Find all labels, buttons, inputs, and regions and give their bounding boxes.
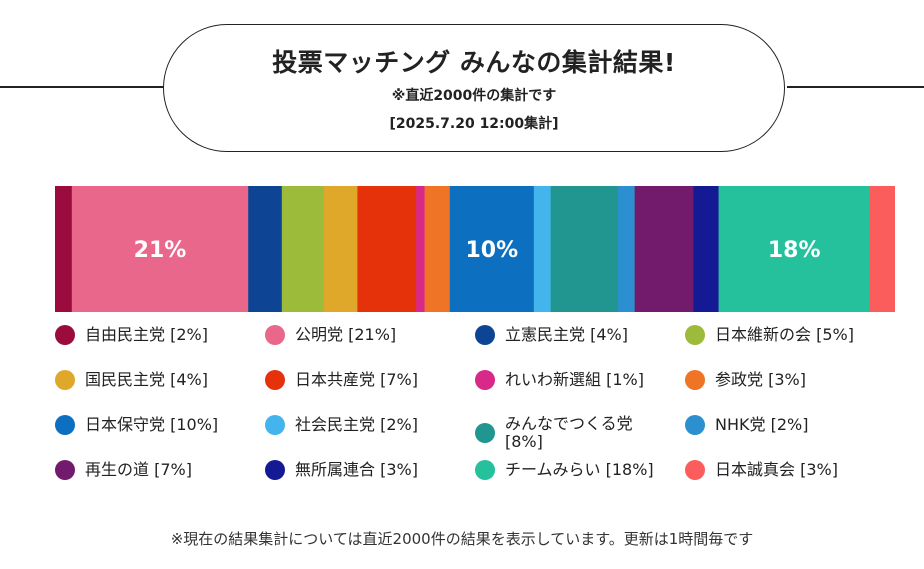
legend-color-dot-icon <box>265 415 285 435</box>
bar-segment-6 <box>357 186 417 312</box>
legend-color-dot-icon <box>685 460 705 480</box>
legend-item: れいわ新選組 [1%] <box>475 370 644 390</box>
bar-segment-11 <box>550 186 619 312</box>
bar-data-label: 21% <box>134 238 187 263</box>
legend-label: みんなでつくる党 [8%] <box>505 414 633 451</box>
bar-segment-16 <box>869 186 895 312</box>
legend-label: NHK党 [2%] <box>715 415 809 434</box>
bar-segment-4 <box>281 186 325 312</box>
legend-item: 日本維新の会 [5%] <box>685 325 854 345</box>
legend-label: 再生の道 [7%] <box>85 460 192 479</box>
legend-color-dot-icon <box>55 460 75 480</box>
legend-item: みんなでつくる党 [8%] <box>475 415 660 451</box>
footnote: ※現在の結果集計については直近2000件の結果を表示しています。更新は1時間毎で… <box>170 530 754 548</box>
legend-item: 再生の道 [7%] <box>55 460 192 480</box>
legend-color-dot-icon <box>55 325 75 345</box>
legend-item: 立憲民主党 [4%] <box>475 325 628 345</box>
legend-label: 立憲民主党 [4%] <box>505 325 628 344</box>
legend-item: 社会民主党 [2%] <box>265 415 418 435</box>
legend-label: 日本誠真会 [3%] <box>715 460 838 479</box>
legend-label: 参政党 [3%] <box>715 370 806 389</box>
legend-item: NHK党 [2%] <box>685 415 808 435</box>
legend-color-dot-icon <box>55 370 75 390</box>
legend-item: チームみらい [18%] <box>475 460 654 480</box>
legend-color-dot-icon <box>685 370 705 390</box>
legend-item: 日本保守党 [10%] <box>55 415 218 435</box>
bar-segment-1 <box>55 186 73 312</box>
legend-item: 日本共産党 [7%] <box>265 370 418 390</box>
bar-segment-10 <box>533 186 551 312</box>
legend-color-dot-icon <box>475 460 495 480</box>
bar-segment-13 <box>634 186 694 312</box>
bar-segment-15 <box>718 186 871 312</box>
stacked-bar-chart: 21% 10% 18% <box>55 186 895 312</box>
legend-item: 公明党 [21%] <box>265 325 396 345</box>
legend-color-dot-icon <box>685 415 705 435</box>
bar-segment-7 <box>416 186 425 312</box>
legend-item: 日本誠真会 [3%] <box>685 460 838 480</box>
legend-label: れいわ新選組 [1%] <box>505 370 644 389</box>
legend-item: 参政党 [3%] <box>685 370 806 390</box>
legend-item: 自由民主党 [2%] <box>55 325 208 345</box>
title-pill: 投票マッチング みんなの集計結果! ※直近2000件の集計です [2025.7.… <box>163 24 785 152</box>
legend-label: 国民民主党 [4%] <box>85 370 208 389</box>
legend-label: 日本保守党 [10%] <box>85 415 219 434</box>
legend-color-dot-icon <box>55 415 75 435</box>
aggregation-date: [2025.7.20 12:00集計] <box>389 116 559 132</box>
legend-color-dot-icon <box>475 370 495 390</box>
bar-segment-3 <box>248 186 283 312</box>
legend-label: 公明党 [21%] <box>295 325 397 344</box>
legend-label: 無所属連合 [3%] <box>295 460 418 479</box>
page-subtitle: ※直近2000件の集計です <box>391 88 557 104</box>
bar-segment-14 <box>693 186 719 312</box>
page-title: 投票マッチング みんなの集計結果! <box>272 48 676 77</box>
bar-segment-5 <box>323 186 358 312</box>
legend-color-dot-icon <box>265 325 285 345</box>
legend-color-dot-icon <box>265 370 285 390</box>
legend-label: 社会民主党 [2%] <box>295 415 418 434</box>
legend-color-dot-icon <box>475 325 495 345</box>
bar-segment-12 <box>617 186 635 312</box>
legend-label: 自由民主党 [2%] <box>85 325 208 344</box>
bar-segment-2 <box>71 186 249 312</box>
bar-data-label: 18% <box>768 238 821 263</box>
legend-color-dot-icon <box>685 325 705 345</box>
legend-label: 日本共産党 [7%] <box>295 370 418 389</box>
header-rule-right <box>787 86 924 88</box>
bar-data-label: 10% <box>465 238 518 263</box>
bar-segment-8 <box>424 186 451 312</box>
legend-label: 日本維新の会 [5%] <box>715 325 854 344</box>
legend-color-dot-icon <box>265 460 285 480</box>
header-rule-left <box>0 86 165 88</box>
legend-item: 国民民主党 [4%] <box>55 370 208 390</box>
legend-item: 無所属連合 [3%] <box>265 460 418 480</box>
legend-label: チームみらい [18%] <box>505 460 654 479</box>
bar-segment-9 <box>449 186 535 312</box>
legend-color-dot-icon <box>475 423 495 443</box>
